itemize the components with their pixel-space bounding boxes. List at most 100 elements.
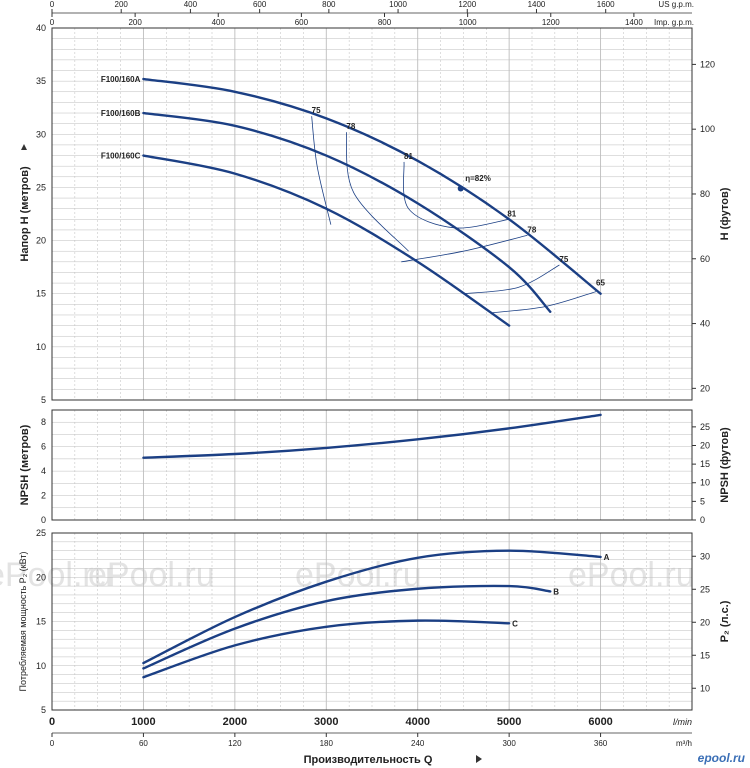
x-m3h-tick-label: 0 xyxy=(50,739,55,748)
head-ft-tick-label: 20 xyxy=(700,383,710,393)
imp-gpm-tick-label: 800 xyxy=(378,18,392,27)
iso-efficiency-line xyxy=(346,132,409,252)
head-ft-tick-label: 60 xyxy=(700,254,710,264)
head-ytick-label: 30 xyxy=(36,129,46,139)
head-curve-f100-160b xyxy=(142,111,552,313)
power-curve-label: C xyxy=(512,619,518,628)
head-y2label: Н (футов) xyxy=(719,187,731,240)
iso-efficiency-line xyxy=(490,291,597,314)
watermark: ePool.ru xyxy=(568,556,695,594)
us-gpm-label: US g.p.m. xyxy=(658,0,694,9)
head-curve-f100-160a xyxy=(142,77,602,295)
imp-gpm-tick-label: 1200 xyxy=(542,18,560,27)
x-m3h-unit: m³/h xyxy=(676,739,692,748)
head-ytick-label: 15 xyxy=(36,289,46,299)
power-ylabel: Потребляемая мощность P₂ (кВт) xyxy=(18,552,28,692)
imp-gpm-tick-label: 600 xyxy=(295,18,309,27)
efficiency-label: 75 xyxy=(312,106,321,115)
imp-gpm-tick-label: 200 xyxy=(128,18,142,27)
power-hp-tick-label: 25 xyxy=(700,584,710,594)
npsh-ft-tick-label: 5 xyxy=(700,496,705,506)
npsh-ft-tick-label: 20 xyxy=(700,440,710,450)
npsh-curve xyxy=(142,413,602,459)
power-hp-tick-label: 20 xyxy=(700,617,710,627)
npsh-ytick-label: 4 xyxy=(41,466,46,476)
efficiency-label: 81 xyxy=(507,209,516,218)
head-ytick-label: 10 xyxy=(36,342,46,352)
npsh-ytick-label: 0 xyxy=(41,515,46,525)
npsh-y2label: NPSH (футов) xyxy=(719,427,731,503)
power-ytick-label: 20 xyxy=(36,572,46,582)
us-gpm-tick-label: 200 xyxy=(115,0,129,9)
epool-logo: epool.ru xyxy=(698,751,746,765)
head-ytick-label: 40 xyxy=(36,23,46,33)
us-gpm-tick-label: 400 xyxy=(184,0,198,9)
x-lmin-tick-label: 2000 xyxy=(223,716,247,728)
power-curve-c xyxy=(142,619,511,679)
power-ytick-label: 5 xyxy=(41,705,46,715)
x-axis-arrow xyxy=(476,755,482,763)
x-m3h-tick-label: 60 xyxy=(139,739,148,748)
head-ft-tick-label: 120 xyxy=(700,59,715,69)
npsh-ytick-label: 6 xyxy=(41,442,46,452)
efficiency-label: η=82% xyxy=(465,174,491,183)
power-ytick-label: 15 xyxy=(36,617,46,627)
head-ft-tick-label: 80 xyxy=(700,189,710,199)
us-gpm-tick-label: 1600 xyxy=(597,0,615,9)
imp-gpm-tick-label: 400 xyxy=(212,18,226,27)
npsh-ft-tick-label: 15 xyxy=(700,459,710,469)
head-ytick-label: 35 xyxy=(36,76,46,86)
head-ft-tick-label: 100 xyxy=(700,124,715,134)
efficiency-label: 65 xyxy=(596,278,605,287)
iso-efficiency-line xyxy=(311,116,332,225)
power-hp-tick-label: 10 xyxy=(700,683,710,693)
npsh-ft-tick-label: 10 xyxy=(700,478,710,488)
us-gpm-tick-label: 0 xyxy=(50,0,55,9)
imp-gpm-label: Imp. g.p.m. xyxy=(654,18,694,27)
head-ft-tick-label: 40 xyxy=(700,319,710,329)
power-hp-tick-label: 30 xyxy=(700,551,710,561)
power-curve-a xyxy=(142,549,602,665)
head-ytick-label: 5 xyxy=(41,395,46,405)
npsh-ytick-label: 2 xyxy=(41,491,46,501)
us-gpm-tick-label: 1400 xyxy=(528,0,546,9)
efficiency-label: 81 xyxy=(404,152,413,161)
iso-efficiency-line xyxy=(401,234,528,263)
head-curve-label: F100/160A xyxy=(101,75,141,84)
us-gpm-tick-label: 1200 xyxy=(458,0,476,9)
power-y2label: P₂ (л.с.) xyxy=(719,600,731,642)
npsh-ft-tick-label: 0 xyxy=(700,515,705,525)
imp-gpm-tick-label: 0 xyxy=(50,18,55,27)
power-curve-label: A xyxy=(604,553,610,562)
x-lmin-tick-label: 4000 xyxy=(405,716,429,728)
imp-gpm-tick-label: 1400 xyxy=(625,18,643,27)
head-frame xyxy=(51,27,693,401)
head-curve-label: F100/160C xyxy=(101,152,141,161)
head-ylabel: Напор Н (метров) xyxy=(19,166,31,262)
npsh-ft-tick-label: 25 xyxy=(700,422,710,432)
head-ytick-label: 20 xyxy=(36,236,46,246)
watermark: ePool.ru xyxy=(295,556,422,594)
power-ytick-label: 10 xyxy=(36,661,46,671)
head-curve-f100-160c xyxy=(142,154,511,327)
x-lmin-unit: l/min xyxy=(673,717,692,727)
power-frame xyxy=(51,532,693,711)
iso-efficiency-line xyxy=(463,264,560,295)
y-axis-arrow xyxy=(21,144,27,150)
us-gpm-tick-label: 1000 xyxy=(389,0,407,9)
power-ytick-label: 25 xyxy=(36,528,46,538)
x-m3h-tick-label: 360 xyxy=(594,739,608,748)
x-lmin-tick-label: 6000 xyxy=(588,716,612,728)
best-efficiency-point xyxy=(457,185,464,192)
power-hp-tick-label: 15 xyxy=(700,650,710,660)
x-m3h-tick-label: 180 xyxy=(320,739,334,748)
x-m3h-tick-label: 240 xyxy=(411,739,425,748)
npsh-ylabel: NPSH (метров) xyxy=(19,424,31,505)
npsh-frame xyxy=(51,409,693,521)
us-gpm-tick-label: 800 xyxy=(322,0,336,9)
power-curve-b xyxy=(142,584,552,670)
x-lmin-tick-label: 1000 xyxy=(131,716,155,728)
x-lmin-tick-label: 0 xyxy=(49,716,55,728)
x-lmin-tick-label: 5000 xyxy=(497,716,521,728)
x-lmin-tick-label: 3000 xyxy=(314,716,338,728)
